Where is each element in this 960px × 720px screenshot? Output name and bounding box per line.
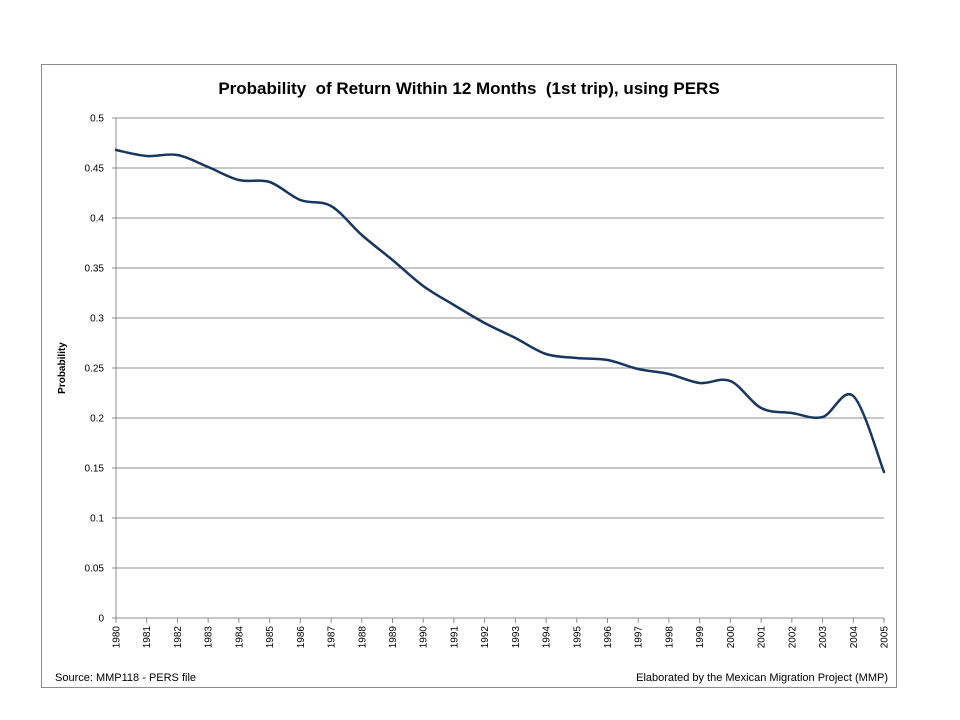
y-tick-label: 0.35 bbox=[85, 264, 105, 275]
y-tick-label: 0.3 bbox=[90, 314, 104, 325]
x-tick-label: 1981 bbox=[142, 626, 153, 649]
x-tick-label: 1985 bbox=[265, 626, 276, 649]
chart-title: Probability of Return Within 12 Months (… bbox=[218, 79, 719, 98]
source-note: Source: MMP118 - PERS file bbox=[55, 672, 196, 684]
y-tick-label: 0.15 bbox=[85, 464, 105, 475]
x-tick-label: 2002 bbox=[787, 626, 798, 649]
x-tick-labels: 1980 1981 1982 1983 1984 1985 1986 1987 1988 1989… bbox=[112, 626, 891, 649]
x-tick-label: 1987 bbox=[327, 626, 338, 649]
x-tick-label: 2003 bbox=[818, 626, 829, 649]
chart-frame: Probability of Return Within 12 Months (… bbox=[41, 64, 897, 688]
x-tick-label: 1982 bbox=[173, 626, 184, 649]
y-tick-label: 0.25 bbox=[85, 364, 105, 375]
x-tick-label: 1983 bbox=[204, 626, 215, 649]
x-tick-label: 1997 bbox=[634, 626, 645, 649]
x-tick-label: 1990 bbox=[419, 626, 430, 649]
x-tick-label: 1988 bbox=[357, 626, 368, 649]
x-tick-label: 1996 bbox=[603, 626, 614, 649]
line-chart: Probability of Return Within 12 Months (… bbox=[55, 79, 891, 684]
x-tick-label: 1993 bbox=[511, 626, 522, 649]
y-axis-label: Probability bbox=[57, 342, 68, 394]
x-tick-label: 1984 bbox=[234, 626, 245, 649]
x-tick-label: 1999 bbox=[695, 626, 706, 649]
gridlines bbox=[116, 117, 884, 569]
y-tick-labels: 0 0.05 0.1 0.15 0.2 0.25 0.3 0.35 0.4 0.45 0.5 bbox=[85, 114, 105, 625]
y-tick-label: 0.45 bbox=[85, 164, 105, 175]
y-tick-label: 0.4 bbox=[90, 214, 104, 225]
y-tick-label: 0.05 bbox=[85, 564, 105, 575]
y-tick-label: 0 bbox=[98, 614, 104, 625]
x-tick-label: 1986 bbox=[296, 626, 307, 649]
x-tick-label: 1994 bbox=[542, 626, 553, 649]
series-line bbox=[114, 148, 886, 474]
x-tick-label: 1998 bbox=[664, 626, 675, 649]
y-tick-label: 0.5 bbox=[90, 114, 104, 125]
x-tick-label: 1991 bbox=[449, 626, 460, 649]
x-tick-label: 2004 bbox=[849, 626, 860, 649]
x-tick-label: 2000 bbox=[726, 626, 737, 649]
x-tick-label: 1989 bbox=[388, 626, 399, 649]
y-tick-label: 0.1 bbox=[90, 514, 104, 525]
axes bbox=[112, 117, 885, 623]
credit-note: Elaborated by the Mexican Migration Proj… bbox=[636, 672, 888, 684]
x-tick-label: 1992 bbox=[480, 626, 491, 649]
x-tick-label: 1995 bbox=[572, 626, 583, 649]
x-tick-label: 1980 bbox=[112, 626, 123, 649]
x-tick-label: 2005 bbox=[880, 626, 891, 649]
x-tick-label: 2001 bbox=[757, 626, 768, 649]
y-tick-label: 0.2 bbox=[90, 414, 104, 425]
